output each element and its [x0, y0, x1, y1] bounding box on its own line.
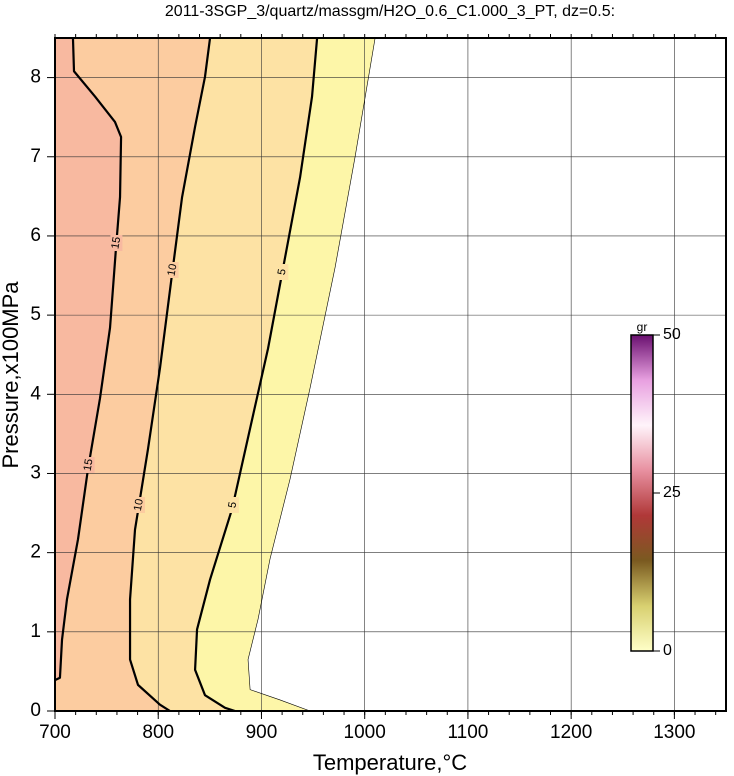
chart-title: 2011-3SGP_3/quartz/massgm/H2O_0.6_C1.000… — [165, 3, 615, 20]
contour-label: 5 — [276, 268, 289, 276]
x-axis-label: Temperature,°C — [313, 750, 467, 775]
x-tick-label: 1100 — [447, 722, 488, 743]
contour-label-bg — [110, 235, 123, 251]
y-tick-label: 1 — [30, 621, 41, 642]
y-tick-label: 3 — [30, 462, 41, 483]
contour-label: 15 — [109, 236, 123, 250]
contour-label: 5 — [226, 501, 239, 509]
x-tick-label: 700 — [39, 722, 71, 743]
x-tick-label: 900 — [246, 722, 278, 743]
y-tick-label: 6 — [30, 225, 41, 246]
colorbar-tick-label: 50 — [663, 326, 681, 343]
colorbar-label: gr — [637, 320, 648, 334]
contour-label-bg — [226, 497, 239, 513]
y-tick-label: 7 — [30, 146, 41, 167]
contours: 5 5 10 10 15 15 — [55, 38, 376, 711]
contour-line — [55, 38, 123, 682]
axes: 700 800 900 1000 1100 1200 1300 0 1 2 3 4 5 6 7 8 — [30, 34, 727, 743]
x-tick-label: 800 — [142, 722, 174, 743]
contour-label: 15 — [82, 458, 96, 472]
x-tick-label: 1200 — [550, 722, 592, 743]
x-tick-label: 1000 — [344, 722, 386, 743]
y-tick-label: 0 — [30, 700, 41, 721]
x-tick-label: 1300 — [653, 722, 695, 743]
contour-fill — [55, 38, 122, 681]
contour-label-bg — [82, 457, 95, 473]
colorbar — [630, 334, 654, 652]
contour-label-bg — [166, 262, 179, 278]
contour-label: 10 — [132, 498, 146, 512]
frame — [54, 37, 727, 712]
contour-label: 10 — [166, 263, 180, 277]
y-tick-label: 4 — [30, 383, 41, 404]
colorbar-tick-label: 0 — [663, 642, 672, 659]
y-tick-label: 2 — [30, 542, 41, 563]
extent-line — [247, 38, 376, 711]
y-tick-label: 8 — [30, 67, 41, 88]
contour-line — [128, 38, 212, 711]
y-axis-label: Pressure,x100MPa — [0, 281, 23, 469]
y-tick-label: 5 — [30, 304, 41, 325]
colorbar-tick-label: 25 — [663, 484, 681, 501]
contour-label-bg — [276, 264, 289, 280]
contour-label-bg — [132, 497, 145, 513]
